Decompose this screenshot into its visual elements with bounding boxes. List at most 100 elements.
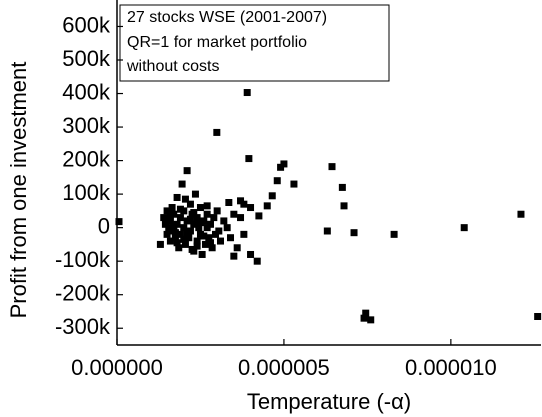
point	[173, 193, 181, 201]
y-tick-label: -200k	[55, 281, 111, 306]
point	[200, 232, 208, 240]
point	[225, 199, 233, 206]
y-tick-label: 400k	[62, 79, 111, 104]
point	[181, 240, 189, 248]
point	[183, 229, 191, 237]
point	[367, 316, 375, 324]
point	[205, 234, 213, 242]
point	[198, 250, 206, 258]
point	[191, 190, 199, 198]
point	[247, 250, 255, 258]
point	[390, 230, 398, 238]
point	[195, 224, 203, 232]
point	[171, 229, 179, 237]
point	[362, 309, 370, 317]
point	[168, 204, 176, 212]
point	[201, 240, 209, 248]
point	[220, 217, 228, 225]
y-tick-label: 0	[98, 213, 110, 238]
point	[196, 219, 204, 227]
y-tick-label: 200k	[62, 146, 111, 171]
point	[166, 237, 174, 245]
point	[237, 214, 245, 222]
point	[213, 207, 221, 215]
point	[227, 234, 235, 242]
point	[338, 183, 346, 191]
point	[340, 202, 348, 210]
y-tick-label: 600k	[62, 12, 111, 37]
point	[263, 202, 271, 210]
point	[188, 245, 196, 253]
point	[163, 230, 171, 238]
y-tick-label: 100k	[62, 180, 111, 205]
point	[176, 230, 184, 238]
point	[223, 224, 231, 232]
point	[193, 214, 201, 222]
point	[176, 205, 184, 213]
point	[215, 227, 223, 235]
annotation: without costs	[126, 58, 219, 75]
point	[186, 215, 194, 223]
point	[206, 220, 214, 228]
point	[216, 237, 224, 245]
point	[203, 210, 211, 218]
point	[245, 155, 253, 163]
point	[230, 252, 238, 260]
y-tick-label: 500k	[62, 46, 111, 71]
point	[176, 214, 184, 222]
point	[115, 218, 123, 226]
point	[233, 244, 241, 252]
point	[163, 215, 171, 223]
annotation: 27 stocks WSE (2001-2007)	[127, 9, 327, 26]
point	[323, 227, 331, 235]
point	[273, 177, 281, 185]
point	[328, 163, 336, 171]
point	[175, 244, 183, 252]
point	[180, 224, 188, 232]
point	[181, 195, 189, 203]
point	[203, 202, 211, 210]
point	[170, 222, 178, 230]
point	[173, 239, 181, 247]
point	[255, 212, 263, 220]
point	[360, 314, 368, 322]
point	[240, 230, 248, 238]
point	[243, 89, 251, 97]
point	[193, 237, 201, 245]
point	[186, 200, 194, 208]
point	[230, 210, 238, 218]
point	[180, 235, 188, 243]
point	[280, 160, 288, 168]
x-tick-label: 0.000000	[71, 355, 163, 380]
point	[247, 204, 255, 212]
y-axis-label: Profit from one investment	[6, 62, 31, 319]
point	[196, 204, 204, 212]
point	[290, 180, 298, 188]
point	[253, 257, 261, 265]
y-tick-label: -300k	[55, 314, 111, 339]
point	[350, 229, 358, 237]
point	[183, 167, 191, 175]
y-tick-label: 300k	[62, 113, 111, 138]
point	[268, 192, 276, 200]
x-axis-label: Temperature (-α)	[247, 389, 411, 414]
point	[208, 244, 216, 252]
point	[213, 128, 221, 136]
point	[534, 313, 542, 320]
point	[190, 220, 198, 228]
point	[193, 242, 201, 250]
point	[240, 200, 248, 208]
point	[460, 224, 468, 232]
point	[517, 210, 525, 218]
annotation-box	[119, 4, 390, 82]
x-tick-label: 0.000010	[405, 355, 497, 380]
point	[171, 234, 179, 242]
point	[178, 180, 186, 188]
point	[166, 209, 174, 217]
point	[190, 209, 198, 217]
point	[206, 239, 214, 247]
annotation: QR=1 for market portfolio	[127, 34, 307, 51]
point	[210, 214, 218, 222]
point	[156, 240, 164, 248]
